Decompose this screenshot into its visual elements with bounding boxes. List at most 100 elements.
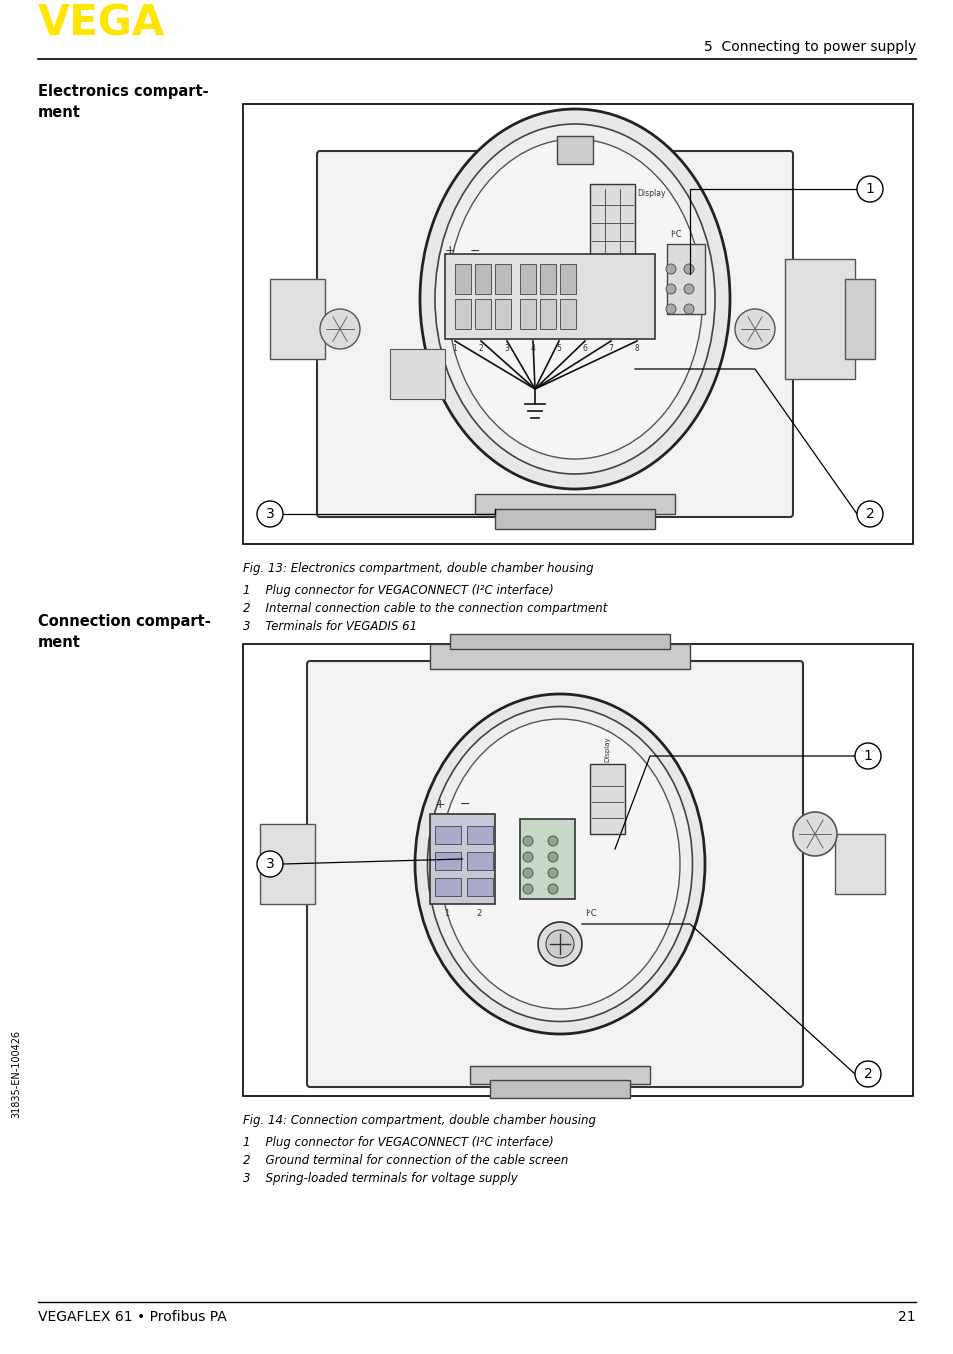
FancyBboxPatch shape xyxy=(270,279,325,359)
Text: 2    Ground terminal for connection of the cable screen: 2 Ground terminal for connection of the … xyxy=(243,1154,568,1167)
Circle shape xyxy=(547,852,558,862)
FancyBboxPatch shape xyxy=(435,826,460,844)
FancyBboxPatch shape xyxy=(390,349,444,399)
FancyBboxPatch shape xyxy=(475,299,491,329)
Text: +: + xyxy=(444,245,455,257)
Ellipse shape xyxy=(415,695,704,1034)
FancyBboxPatch shape xyxy=(243,645,912,1095)
FancyBboxPatch shape xyxy=(519,299,536,329)
Text: 3: 3 xyxy=(504,344,509,353)
FancyBboxPatch shape xyxy=(589,184,635,259)
FancyBboxPatch shape xyxy=(475,264,491,294)
Text: Display: Display xyxy=(604,737,610,762)
Text: I²C: I²C xyxy=(669,230,680,240)
FancyBboxPatch shape xyxy=(559,299,576,329)
FancyBboxPatch shape xyxy=(495,299,511,329)
FancyBboxPatch shape xyxy=(784,259,854,379)
Circle shape xyxy=(522,852,533,862)
Text: Connection compart-
ment: Connection compart- ment xyxy=(38,613,211,650)
FancyBboxPatch shape xyxy=(467,852,493,871)
FancyBboxPatch shape xyxy=(495,264,511,294)
FancyBboxPatch shape xyxy=(559,264,576,294)
FancyBboxPatch shape xyxy=(844,279,874,359)
Circle shape xyxy=(854,743,880,769)
Text: 1    Plug connector for VEGACONNECT (I²C interface): 1 Plug connector for VEGACONNECT (I²C in… xyxy=(243,584,553,597)
Circle shape xyxy=(547,835,558,846)
Text: VEGA: VEGA xyxy=(38,1,165,43)
Circle shape xyxy=(547,884,558,894)
Circle shape xyxy=(683,305,693,314)
Text: 3    Spring-loaded terminals for voltage supply: 3 Spring-loaded terminals for voltage su… xyxy=(243,1173,517,1185)
Circle shape xyxy=(522,884,533,894)
Text: +: + xyxy=(435,798,445,811)
Circle shape xyxy=(665,264,676,274)
Text: 7: 7 xyxy=(608,344,613,353)
Circle shape xyxy=(856,501,882,527)
FancyBboxPatch shape xyxy=(430,645,689,669)
Text: 21: 21 xyxy=(898,1311,915,1324)
FancyBboxPatch shape xyxy=(455,264,471,294)
FancyBboxPatch shape xyxy=(467,877,493,896)
Text: −: − xyxy=(469,245,479,257)
Circle shape xyxy=(319,309,359,349)
Text: 2: 2 xyxy=(864,506,874,521)
Circle shape xyxy=(665,284,676,294)
FancyBboxPatch shape xyxy=(435,852,460,871)
FancyBboxPatch shape xyxy=(666,244,704,314)
Ellipse shape xyxy=(447,139,701,459)
FancyBboxPatch shape xyxy=(557,135,593,164)
Text: VEGAFLEX 61 • Profibus PA: VEGAFLEX 61 • Profibus PA xyxy=(38,1311,227,1324)
Circle shape xyxy=(256,501,283,527)
Text: 5  Connecting to power supply: 5 Connecting to power supply xyxy=(703,41,915,54)
Text: Display: Display xyxy=(637,190,665,198)
Circle shape xyxy=(522,835,533,846)
FancyBboxPatch shape xyxy=(455,299,471,329)
FancyBboxPatch shape xyxy=(519,264,536,294)
Circle shape xyxy=(545,930,574,959)
Circle shape xyxy=(537,922,581,965)
Text: I²C: I²C xyxy=(584,909,596,918)
Circle shape xyxy=(792,812,836,856)
Text: 8: 8 xyxy=(634,344,639,353)
FancyBboxPatch shape xyxy=(589,764,624,834)
Circle shape xyxy=(734,309,774,349)
Text: 1    Plug connector for VEGACONNECT (I²C interface): 1 Plug connector for VEGACONNECT (I²C in… xyxy=(243,1136,553,1150)
Text: 2: 2 xyxy=(476,909,481,918)
Circle shape xyxy=(256,852,283,877)
FancyBboxPatch shape xyxy=(475,494,675,515)
Text: Fig. 13: Electronics compartment, double chamber housing: Fig. 13: Electronics compartment, double… xyxy=(243,562,593,575)
FancyBboxPatch shape xyxy=(450,634,669,649)
FancyBboxPatch shape xyxy=(260,825,314,904)
Text: 1: 1 xyxy=(864,181,874,196)
Ellipse shape xyxy=(435,125,714,474)
Circle shape xyxy=(665,305,676,314)
Circle shape xyxy=(683,264,693,274)
FancyBboxPatch shape xyxy=(539,299,556,329)
FancyBboxPatch shape xyxy=(467,826,493,844)
Text: 1: 1 xyxy=(862,749,872,764)
Text: 2    Internal connection cable to the connection compartment: 2 Internal connection cable to the conne… xyxy=(243,603,607,615)
FancyBboxPatch shape xyxy=(495,509,655,529)
FancyBboxPatch shape xyxy=(435,877,460,896)
Text: −: − xyxy=(459,798,470,811)
FancyBboxPatch shape xyxy=(444,255,655,338)
Text: Electronics compart-
ment: Electronics compart- ment xyxy=(38,84,209,121)
FancyBboxPatch shape xyxy=(834,834,884,894)
FancyBboxPatch shape xyxy=(430,814,495,904)
FancyBboxPatch shape xyxy=(490,1080,629,1098)
FancyBboxPatch shape xyxy=(539,264,556,294)
FancyBboxPatch shape xyxy=(243,104,912,544)
Text: Fig. 14: Connection compartment, double chamber housing: Fig. 14: Connection compartment, double … xyxy=(243,1114,596,1127)
FancyBboxPatch shape xyxy=(316,152,792,517)
Ellipse shape xyxy=(419,110,729,489)
Text: 1: 1 xyxy=(444,909,449,918)
Text: 2: 2 xyxy=(862,1067,871,1080)
Text: 6: 6 xyxy=(582,344,587,353)
Circle shape xyxy=(856,176,882,202)
Circle shape xyxy=(683,284,693,294)
FancyBboxPatch shape xyxy=(519,819,575,899)
Text: 2: 2 xyxy=(478,344,483,353)
Text: 3: 3 xyxy=(265,857,274,871)
Text: 1: 1 xyxy=(452,344,456,353)
Circle shape xyxy=(547,868,558,877)
